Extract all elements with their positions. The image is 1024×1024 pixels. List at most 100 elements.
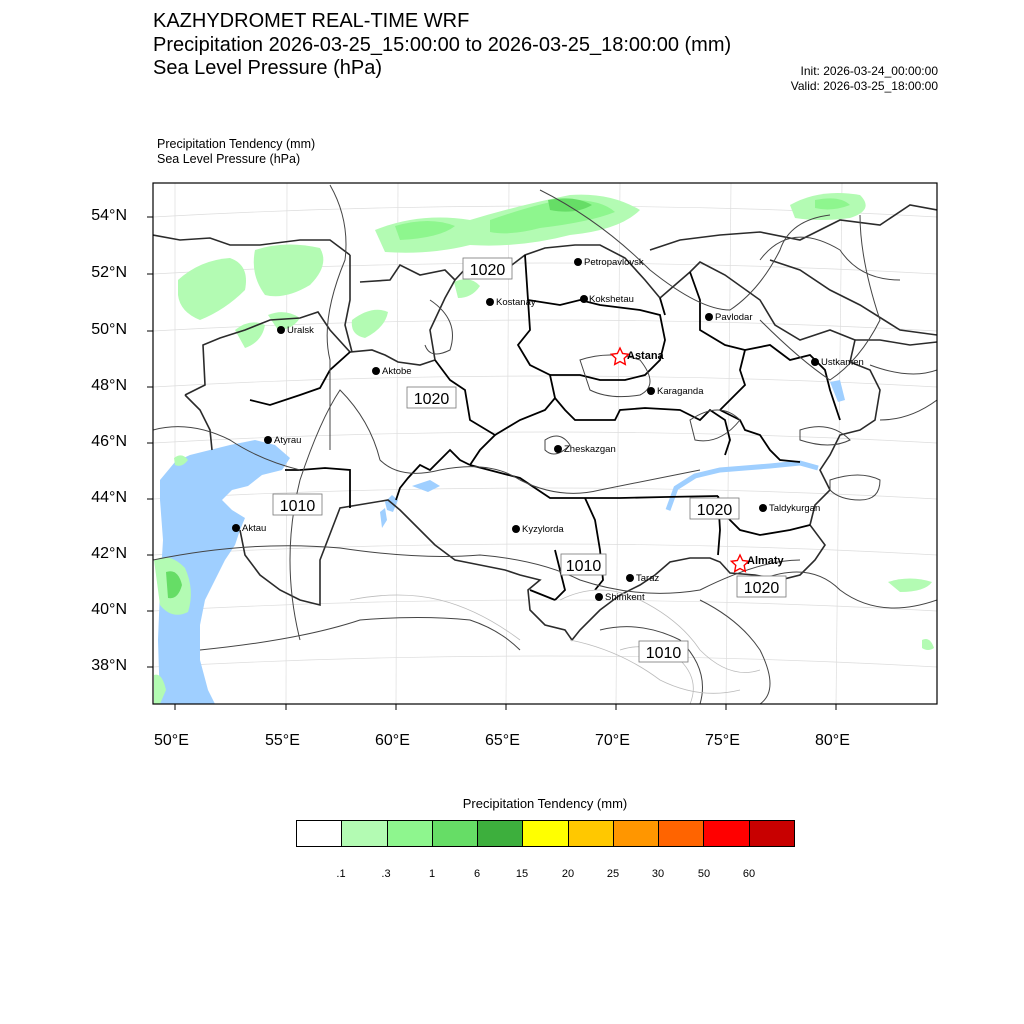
colorbar-swatch-3 xyxy=(432,821,479,846)
isobar-label-2: 1020 xyxy=(414,391,450,408)
isobar-label-6: 1020 xyxy=(744,580,780,597)
lon-label-65: 65°E xyxy=(485,732,520,749)
lon-label-75: 75°E xyxy=(705,732,740,749)
city-dot-taldykurgan xyxy=(759,504,767,512)
map-layers: 1020 1020 1010 1020 1010 1020 1010 Petro… xyxy=(153,183,937,704)
header-title-line2: Precipitation 2026-03-25_15:00:00 to 202… xyxy=(153,34,732,56)
isobar-label-7: 1010 xyxy=(646,645,682,662)
lake-balkhash xyxy=(665,460,819,511)
colorbar-swatch-5 xyxy=(523,821,569,846)
city-shimkent: Shimkent xyxy=(605,592,645,603)
almaty-star-icon xyxy=(729,553,751,573)
colorbar-swatch-10 xyxy=(749,821,794,846)
header-title-line3: Sea Level Pressure (hPa) xyxy=(153,57,383,79)
city-kostanay: Kostanay xyxy=(496,297,536,308)
city-taraz: Taraz xyxy=(636,573,659,584)
city-dot-taraz xyxy=(626,574,634,582)
valid-time: Valid: 2026-03-25_18:00:00 xyxy=(790,79,938,93)
lat-label-38: 38°N xyxy=(91,657,127,674)
zaysan-lake xyxy=(830,380,845,402)
city-dot-kyzylorda xyxy=(512,525,520,533)
city-aktobe: Aktobe xyxy=(382,366,412,377)
lat-label-42: 42°N xyxy=(91,545,127,562)
terrain-lines xyxy=(349,589,761,704)
city-aktau: Aktau xyxy=(242,523,266,534)
city-dot-aktobe xyxy=(372,367,380,375)
city-dot-karaganda xyxy=(647,387,655,395)
cities: Petropavlovsk Kostanay Kokshetau Uralsk … xyxy=(232,257,864,603)
city-dot-aktau xyxy=(232,524,240,532)
colorbar xyxy=(296,820,795,847)
city-kokshetau: Kokshetau xyxy=(589,294,634,305)
city-dot-shimkent xyxy=(595,593,603,601)
colorbar-label-3: 6 xyxy=(473,868,481,880)
city-atyrau: Atyrau xyxy=(274,435,301,446)
city-kyzylorda: Kyzylorda xyxy=(522,524,564,535)
subtitle-slp: Sea Level Pressure (hPa) xyxy=(157,152,301,166)
colorbar-label-5: 20 xyxy=(561,868,575,880)
axis-ticks xyxy=(147,216,837,710)
init-time: Init: 2026-03-24_00:00:00 xyxy=(800,64,938,78)
lat-label-46: 46°N xyxy=(91,433,127,450)
city-dot-uralsk xyxy=(277,326,285,334)
region-borders xyxy=(249,254,841,601)
city-karaganda: Karaganda xyxy=(657,386,704,397)
city-taldykurgan: Taldykurgan xyxy=(769,503,820,514)
colorbar-label-9: 60 xyxy=(742,868,756,880)
city-zheskazgan: Zheskazgan xyxy=(564,444,616,455)
colorbar-swatch-7 xyxy=(613,821,660,846)
colorbar-label-4: 15 xyxy=(515,868,529,880)
lon-label-70: 70°E xyxy=(595,732,630,749)
city-almaty: Almaty xyxy=(747,555,785,567)
subtitle-precip: Precipitation Tendency (mm) xyxy=(157,137,316,151)
colorbar-swatch-8 xyxy=(659,821,705,846)
isobar-label-4: 1020 xyxy=(697,502,733,519)
colorbar-swatch-2 xyxy=(387,821,433,846)
city-dot-pavlodar xyxy=(705,313,713,321)
colorbar-swatch-9 xyxy=(704,821,750,846)
colorbar-label-0: .1 xyxy=(336,868,346,880)
isobar-labels: 1020 1020 1010 1020 1010 1020 1010 xyxy=(272,257,787,663)
city-dot-petropavlovsk xyxy=(574,258,582,266)
colorbar-label-2: 1 xyxy=(428,868,436,880)
lat-label-52: 52°N xyxy=(91,264,127,281)
city-astana: Astana xyxy=(627,350,665,362)
aral-sea-north xyxy=(412,480,440,492)
lat-label-50: 50°N xyxy=(91,321,127,338)
colorbar-label-8: 50 xyxy=(697,868,711,880)
colorbar-title: Precipitation Tendency (mm) xyxy=(462,796,628,811)
city-dot-zheskazgan xyxy=(554,445,562,453)
header-title-line1: KAZHYDROMET REAL-TIME WRF xyxy=(153,10,470,32)
lat-label-44: 44°N xyxy=(91,489,127,506)
isobar-label-3: 1010 xyxy=(280,498,316,515)
lat-label-48: 48°N xyxy=(91,377,127,394)
lon-label-80: 80°E xyxy=(815,732,850,749)
colorbar-label-1: .3 xyxy=(381,868,391,880)
aral-sea-west xyxy=(380,508,387,528)
city-dot-ustkamen xyxy=(811,358,819,366)
isobars xyxy=(153,184,937,704)
city-pavlodar: Pavlodar xyxy=(715,312,753,323)
colorbar-swatch-6 xyxy=(568,821,614,846)
colorbar-swatch-1 xyxy=(342,821,388,846)
city-dot-kokshetau xyxy=(580,295,588,303)
colorbar-swatch-4 xyxy=(478,821,524,846)
isobar-label-1: 1020 xyxy=(470,262,506,279)
city-dot-kostanay xyxy=(486,298,494,306)
lat-label-40: 40°N xyxy=(91,601,127,618)
lat-label-54: 54°N xyxy=(91,207,127,224)
colorbar-label-6: 25 xyxy=(606,868,620,880)
colorbar-label-7: 30 xyxy=(651,868,665,880)
caspian-sea xyxy=(158,440,290,704)
city-uralsk: Uralsk xyxy=(287,325,314,336)
city-ustkamen: Ustkamen xyxy=(821,357,864,368)
isobar-label-5: 1010 xyxy=(566,558,602,575)
lon-label-50: 50°E xyxy=(154,732,189,749)
city-petropavlovsk: Petropavlovsk xyxy=(584,257,644,268)
city-dot-atyrau xyxy=(264,436,272,444)
capital-star-icon xyxy=(609,346,631,366)
lon-label-55: 55°E xyxy=(265,732,300,749)
colorbar-swatch-0 xyxy=(297,821,343,846)
lon-label-60: 60°E xyxy=(375,732,410,749)
